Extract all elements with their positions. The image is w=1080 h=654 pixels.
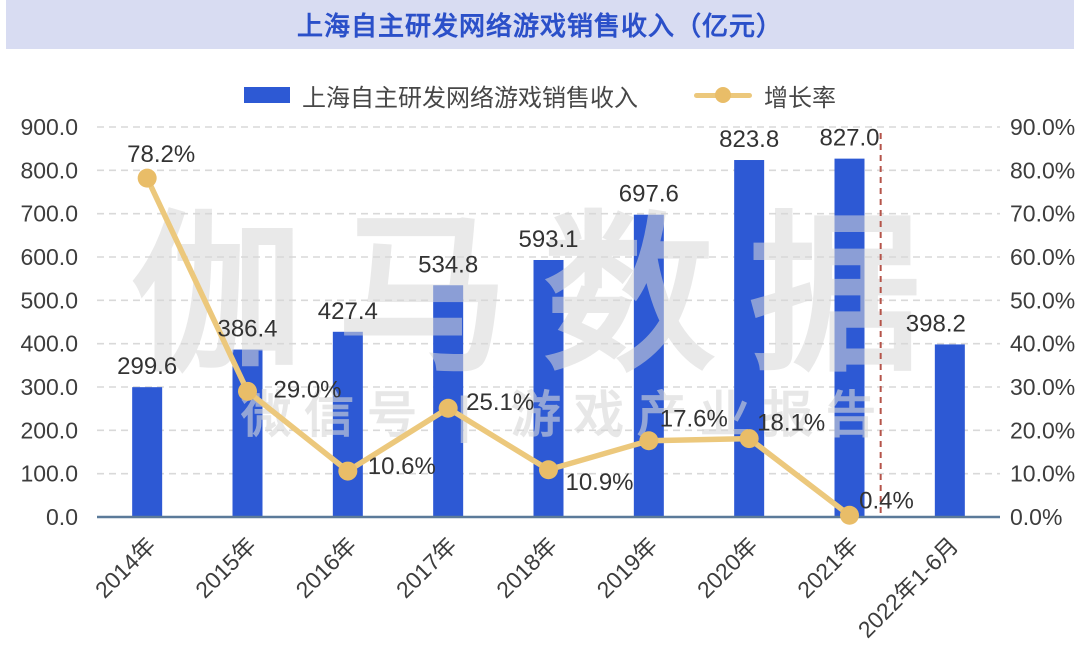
bar <box>834 158 865 517</box>
line-marker <box>639 431 659 451</box>
left-axis-tick-label: 700.0 <box>20 201 78 227</box>
right-axis-tick-label: 20.0% <box>1010 417 1075 443</box>
bar-value-label: 827.0 <box>819 125 879 152</box>
right-axis-tick-label: 80.0% <box>1010 157 1075 183</box>
bar <box>734 160 765 517</box>
growth-value-label: 78.2% <box>127 141 195 168</box>
watermark-main: 伽马数据 <box>131 200 955 392</box>
growth-value-label: 25.1% <box>466 389 534 416</box>
title-banner: 上海自主研发网络游戏销售收入（亿元） <box>6 0 1074 49</box>
left-axis-tick-label: 300.0 <box>20 374 78 400</box>
growth-line <box>144 175 853 519</box>
growth-value-label: 17.6% <box>660 406 728 433</box>
legend-item-revenue: 上海自主研发网络游戏销售收入 <box>244 78 638 113</box>
line-marker-swatch-icon <box>694 87 752 103</box>
bar <box>132 387 163 517</box>
bar <box>934 344 965 517</box>
bar <box>232 349 263 517</box>
left-axis-tick-label: 400.0 <box>20 331 78 357</box>
left-axis-tick-label: 800.0 <box>20 157 78 183</box>
line-marker <box>539 460 558 480</box>
legend-growth-label: 增长率 <box>764 84 836 112</box>
legend: 上海自主研发网络游戏销售收入 增长率 <box>0 74 1080 116</box>
left-axis-tick-label: 500.0 <box>20 287 78 313</box>
bar-value-label: 398.2 <box>906 310 966 337</box>
right-axis-tick-label: 90.0% <box>1010 114 1075 140</box>
growth-value-label: 29.0% <box>273 376 341 403</box>
growth-value-label: 0.4% <box>859 487 914 514</box>
x-axis-category-label: 2017年 <box>391 532 462 603</box>
x-axis-category-label: 2015年 <box>190 532 261 603</box>
bar-value-label: 427.4 <box>318 298 378 325</box>
legend-item-growth: 增长率 <box>694 78 836 113</box>
chart-title: 上海自主研发网络游戏销售收入（亿元） <box>296 11 783 41</box>
left-axis-tick-label: 900.0 <box>20 114 78 140</box>
growth-value-label: 10.6% <box>368 453 436 480</box>
left-axis-tick-label: 0.0 <box>46 504 78 530</box>
x-axis-category-label: 2020年 <box>692 532 763 603</box>
watermark-sub: 微信号 | 游戏产业报告 <box>240 387 889 444</box>
x-axis-category-label: 2019年 <box>592 532 663 603</box>
line-marker <box>438 398 458 418</box>
bar-value-label: 534.8 <box>418 251 478 278</box>
right-axis-tick-label: 50.0% <box>1010 287 1075 313</box>
right-axis-tick-label: 0.0% <box>1010 504 1062 530</box>
right-axis-tick-label: 70.0% <box>1010 201 1075 227</box>
growth-value-label: 10.9% <box>565 469 633 496</box>
bar-value-label: 593.1 <box>518 226 578 253</box>
right-axis-tick-label: 60.0% <box>1010 244 1075 270</box>
left-axis-tick-label: 200.0 <box>20 417 78 443</box>
bar-value-label: 697.6 <box>619 181 679 208</box>
line-marker <box>238 381 257 401</box>
bar-value-label: 299.6 <box>117 353 177 380</box>
legend-revenue-label: 上海自主研发网络游戏销售收入 <box>302 84 638 112</box>
line-marker <box>739 429 759 449</box>
bar <box>332 331 363 517</box>
bar-value-label: 823.8 <box>719 126 779 153</box>
left-axis-tick-label: 100.0 <box>20 461 78 487</box>
right-axis-tick-label: 30.0% <box>1010 374 1075 400</box>
x-axis-category-label: 2018年 <box>491 532 562 603</box>
line-marker <box>338 461 358 481</box>
bar-swatch-icon <box>244 87 290 103</box>
right-axis-tick-label: 10.0% <box>1010 461 1075 487</box>
line-marker <box>137 168 157 188</box>
x-axis-category-label: 2022年1-6月 <box>853 532 964 643</box>
right-axis-tick-label: 40.0% <box>1010 331 1075 357</box>
x-axis-category-label: 2016年 <box>291 532 362 603</box>
bar-value-label: 386.4 <box>217 316 277 343</box>
growth-value-label: 18.1% <box>757 410 825 437</box>
bar <box>633 214 664 517</box>
left-axis-tick-label: 600.0 <box>20 244 78 270</box>
line-marker <box>840 505 859 525</box>
x-axis-category-label: 2021年 <box>792 532 863 603</box>
x-axis-category-label: 2014年 <box>90 532 161 603</box>
